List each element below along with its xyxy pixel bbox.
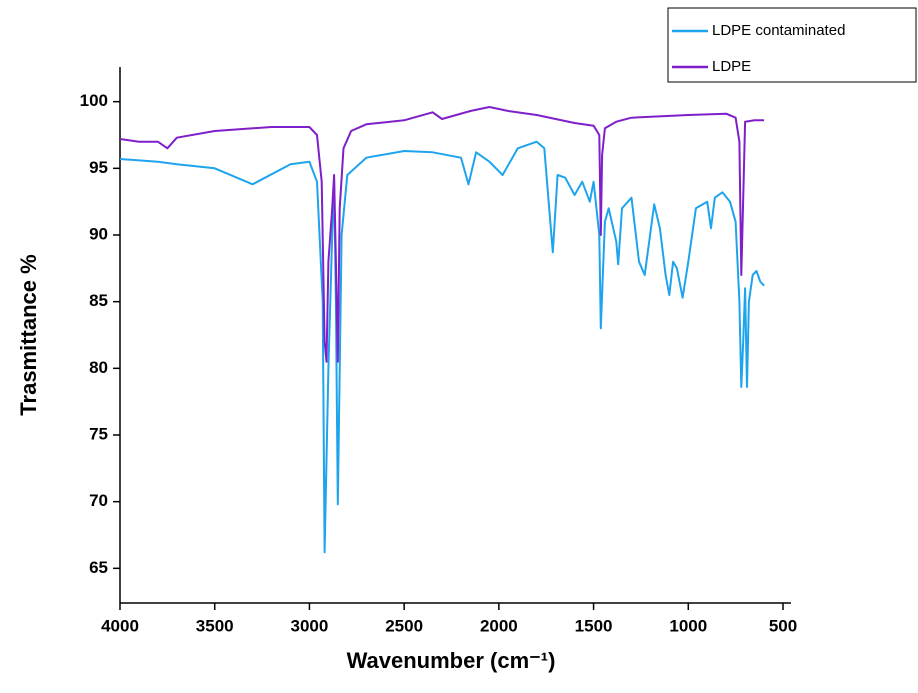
x-tick-label: 3500	[196, 616, 234, 635]
y-axis-title: Trasmittance %	[16, 254, 41, 415]
legend-label: LDPE	[712, 58, 751, 75]
x-tick-label: 4000	[101, 616, 139, 635]
legend-box	[667, 7, 917, 83]
y-tick-label: 70	[89, 491, 108, 510]
x-tick-label: 3000	[291, 616, 329, 635]
series-line	[119, 106, 765, 363]
y-tick-label: 80	[89, 358, 108, 377]
x-axis-title: Wavenumber (cm⁻¹)	[347, 648, 556, 673]
x-tick-label: 2000	[480, 616, 518, 635]
x-tick-label: 2500	[385, 616, 423, 635]
y-tick-label: 90	[89, 224, 108, 243]
y-tick-label: 75	[89, 424, 108, 443]
legend-label: LDPE contaminated	[712, 22, 845, 39]
x-tick-label: 1000	[669, 616, 707, 635]
x-tick-label: 1500	[575, 616, 613, 635]
series-line	[119, 140, 765, 554]
y-tick-label: 100	[80, 91, 108, 110]
x-tick-label: 500	[769, 616, 797, 635]
y-tick-label: 95	[89, 158, 108, 177]
y-tick-label: 65	[89, 558, 108, 577]
y-tick-label: 85	[89, 291, 108, 310]
